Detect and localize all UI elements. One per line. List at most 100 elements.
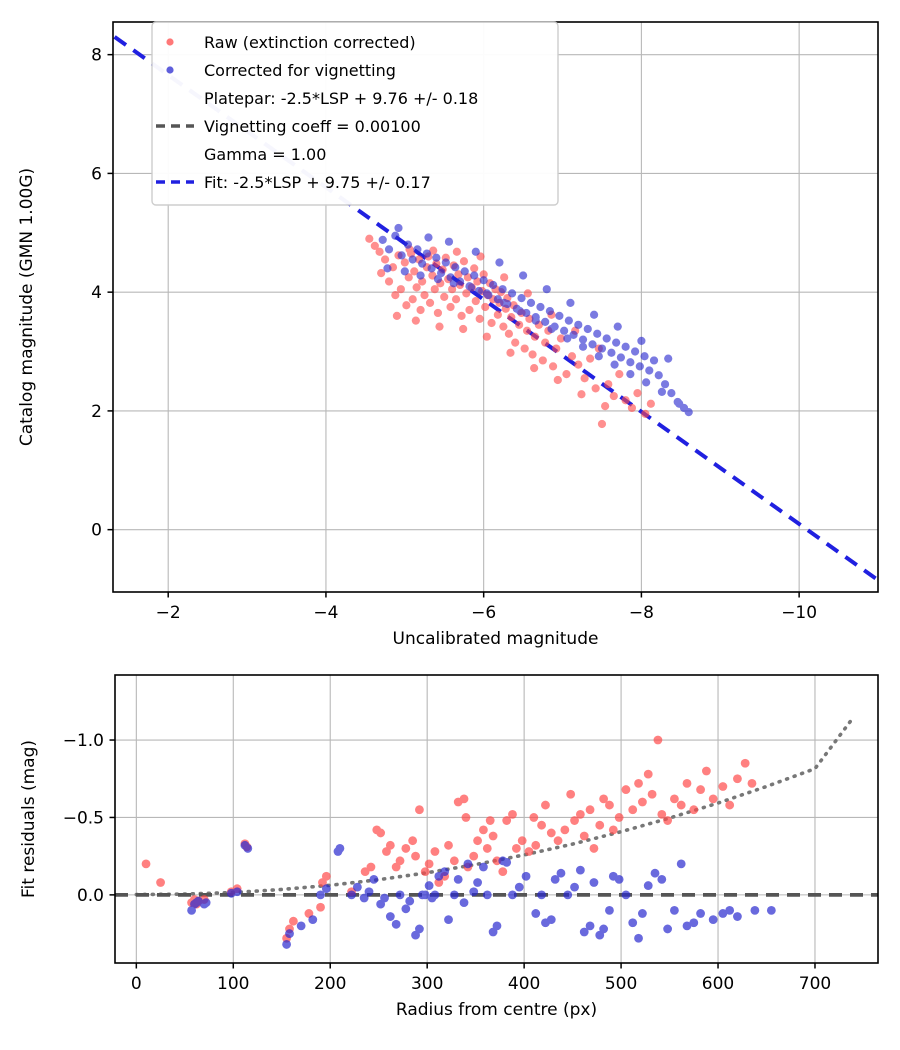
data-point — [696, 909, 705, 918]
data-point — [481, 302, 490, 312]
data-point — [560, 326, 569, 335]
data-point — [663, 924, 673, 934]
data-point — [676, 800, 686, 810]
data-point — [418, 259, 427, 268]
data-point — [471, 247, 480, 256]
data-point — [508, 809, 517, 819]
data-point — [638, 909, 647, 918]
upper-x-axis-label: Uncalibrated magnitude — [393, 629, 599, 649]
data-point — [605, 905, 614, 915]
x-tick-label: −8 — [629, 603, 654, 623]
legend-marker-dot — [166, 66, 174, 74]
data-point — [427, 264, 436, 273]
data-point — [580, 374, 589, 383]
data-point — [633, 388, 642, 398]
data-point — [446, 302, 455, 312]
data-point — [375, 247, 384, 256]
data-point — [427, 893, 437, 903]
data-point — [605, 800, 614, 810]
data-point — [583, 324, 592, 334]
data-point — [475, 314, 484, 323]
data-point — [502, 857, 512, 867]
data-point — [466, 283, 476, 292]
data-point — [570, 816, 579, 825]
data-point — [593, 329, 602, 338]
data-point — [156, 878, 165, 887]
data-point — [689, 918, 699, 928]
data-point — [376, 828, 386, 838]
data-point — [616, 353, 625, 362]
data-point — [545, 307, 555, 316]
data-point — [579, 927, 589, 937]
data-point — [412, 283, 421, 292]
x-tick-label: −2 — [156, 603, 181, 623]
data-point — [599, 924, 609, 934]
data-point — [416, 271, 425, 280]
data-point — [689, 805, 699, 815]
data-point — [647, 789, 657, 799]
data-point — [391, 291, 400, 300]
data-point — [515, 320, 524, 329]
data-point — [521, 871, 531, 881]
x-tick-label: −4 — [313, 603, 338, 623]
data-point — [634, 933, 643, 943]
data-point — [462, 289, 471, 298]
upper-y-axis-label: Catalog magnitude (GMN 1.00G) — [17, 168, 37, 446]
data-point — [364, 887, 374, 897]
data-point — [657, 809, 667, 819]
data-point — [347, 890, 356, 900]
data-point — [530, 332, 540, 341]
data-point — [391, 231, 400, 240]
legend-label: Raw (extinction corrected) — [204, 33, 416, 52]
data-point — [541, 338, 550, 347]
data-point — [395, 856, 405, 866]
data-point — [429, 246, 438, 255]
data-point — [451, 263, 460, 272]
x-tick-label: 500 — [605, 974, 637, 994]
lower-panel-frame — [114, 674, 879, 964]
data-point — [696, 785, 705, 794]
data-point — [628, 805, 638, 815]
data-point — [585, 921, 595, 931]
data-point — [444, 840, 453, 850]
data-point — [366, 862, 376, 872]
data-point — [500, 298, 509, 307]
data-point — [492, 921, 502, 931]
data-point — [614, 813, 624, 822]
data-point — [507, 289, 517, 298]
data-point — [479, 270, 488, 279]
data-point — [536, 302, 545, 312]
data-point — [635, 362, 644, 371]
data-point — [411, 316, 420, 325]
data-point — [750, 905, 760, 915]
data-point — [528, 350, 537, 359]
data-point — [747, 778, 757, 788]
data-point — [369, 874, 379, 884]
data-point — [449, 279, 458, 288]
data-point — [552, 344, 561, 353]
data-point — [471, 296, 480, 306]
data-point — [615, 369, 624, 379]
data-point — [410, 267, 419, 276]
data-point — [597, 344, 607, 353]
data-point — [621, 342, 630, 351]
data-point — [529, 813, 539, 822]
data-point — [578, 335, 588, 344]
data-point — [482, 332, 491, 341]
data-point — [682, 778, 692, 788]
data-point — [548, 362, 558, 371]
data-point — [564, 316, 573, 325]
data-point — [396, 285, 405, 294]
data-point — [507, 312, 516, 322]
data-point — [589, 844, 599, 853]
data-point — [577, 390, 586, 399]
data-point — [646, 399, 655, 408]
data-point — [479, 276, 488, 285]
data-point — [401, 844, 411, 853]
data-point — [452, 247, 461, 256]
data-point — [385, 912, 395, 921]
data-point — [556, 868, 566, 878]
data-point — [599, 794, 609, 804]
data-point — [433, 308, 443, 318]
data-point — [645, 366, 654, 375]
